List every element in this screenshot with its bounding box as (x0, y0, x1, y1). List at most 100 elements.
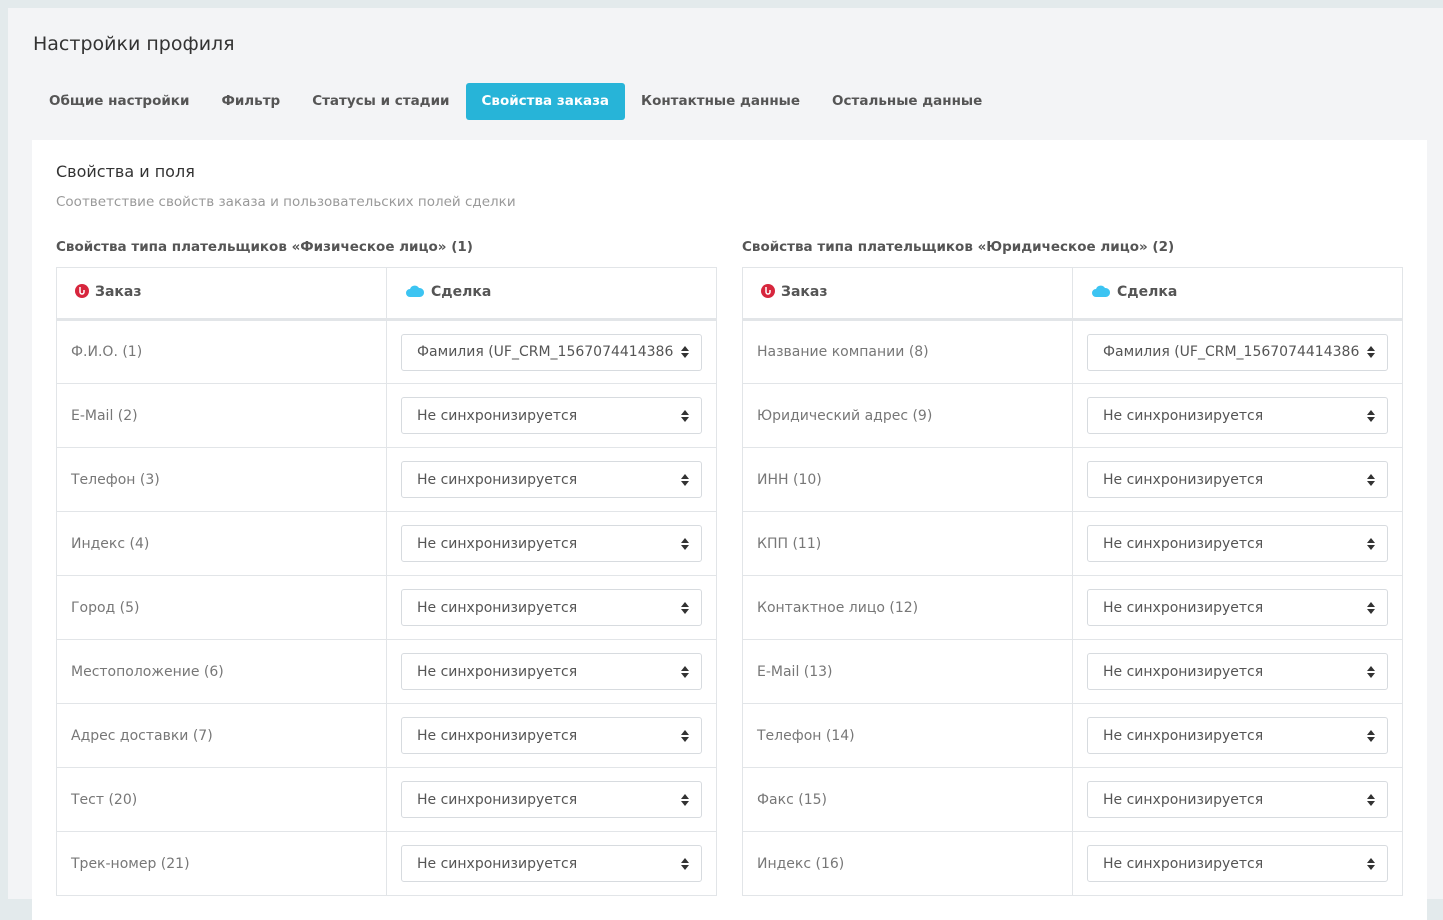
property-name: Контактное лицо (12) (743, 576, 1073, 640)
deal-field-select[interactable]: Не синхронизируется (401, 397, 702, 434)
property-name: Название компании (8) (743, 320, 1073, 384)
tab-4[interactable]: Контактные данные (625, 83, 816, 120)
property-name: Юридический адрес (9) (743, 384, 1073, 448)
table-row: Юридический адрес (9) Не синхронизируетс… (743, 384, 1403, 448)
card-subtitle: Соответствие свойств заказа и пользовате… (56, 194, 516, 210)
deal-field-select[interactable]: Не синхронизируется (401, 845, 702, 882)
sort-arrows-icon (673, 858, 689, 870)
select-value: Не синхронизируется (417, 664, 577, 680)
property-name: Ф.И.О. (1) (57, 320, 387, 384)
bitrix-order-icon (75, 284, 89, 302)
select-value: Не синхронизируется (1103, 600, 1263, 616)
select-value: Не синхронизируется (1103, 536, 1263, 552)
table-row: Телефон (3) Не синхронизируется (57, 448, 717, 512)
deal-field-select[interactable]: Не синхронизируется (401, 717, 702, 754)
table-row: Телефон (14) Не синхронизируется (743, 704, 1403, 768)
sort-arrows-icon (1359, 666, 1375, 678)
deal-field-select[interactable]: Не синхронизируется (1087, 781, 1388, 818)
select-value: Фамилия (UF_CRM_1567074414386) (1103, 344, 1359, 360)
table-row: E-Mail (13) Не синхронизируется (743, 640, 1403, 704)
tab-3[interactable]: Свойства заказа (466, 83, 626, 120)
deal-field-select[interactable]: Не синхронизируется (401, 589, 702, 626)
deal-field-select[interactable]: Не синхронизируется (1087, 397, 1388, 434)
table-row: Местоположение (6) Не синхронизируется (57, 640, 717, 704)
column-deal: Сделка (1073, 268, 1403, 320)
table-row: Контактное лицо (12) Не синхронизируется (743, 576, 1403, 640)
tab-5[interactable]: Остальные данные (816, 83, 998, 120)
column-order-label: Заказ (781, 284, 827, 300)
column-order: Заказ (743, 268, 1073, 320)
deal-field-select[interactable]: Фамилия (UF_CRM_1567074414386) (1087, 334, 1388, 371)
property-name: Телефон (14) (743, 704, 1073, 768)
sort-arrows-icon (1359, 730, 1375, 742)
deal-field-select[interactable]: Не синхронизируется (1087, 461, 1388, 498)
deal-field-select[interactable]: Не синхронизируется (401, 525, 702, 562)
property-name: ИНН (10) (743, 448, 1073, 512)
table-row: КПП (11) Не синхронизируется (743, 512, 1403, 576)
deal-field-select[interactable]: Не синхронизируется (1087, 525, 1388, 562)
deal-field-select[interactable]: Не синхронизируется (1087, 589, 1388, 626)
sort-arrows-icon (1359, 474, 1375, 486)
select-value: Не синхронизируется (417, 408, 577, 424)
deal-field-select[interactable]: Не синхронизируется (1087, 653, 1388, 690)
column-deal-label: Сделка (431, 284, 491, 300)
properties-card: Свойства и поля Соответствие свойств зак… (32, 140, 1427, 920)
select-value: Не синхронизируется (1103, 472, 1263, 488)
sort-arrows-icon (1359, 858, 1375, 870)
column-deal-label: Сделка (1117, 284, 1177, 300)
tab-0[interactable]: Общие настройки (33, 83, 205, 120)
select-value: Не синхронизируется (417, 600, 577, 616)
table-row: Индекс (4) Не синхронизируется (57, 512, 717, 576)
tab-1[interactable]: Фильтр (205, 83, 296, 120)
select-value: Не синхронизируется (1103, 728, 1263, 744)
select-value: Не синхронизируется (1103, 856, 1263, 872)
deal-field-select[interactable]: Фамилия (UF_CRM_1567074414386) (401, 334, 702, 371)
property-name: Телефон (3) (57, 448, 387, 512)
sort-arrows-icon (1359, 346, 1375, 358)
sort-arrows-icon (1359, 794, 1375, 806)
bitrix-order-icon (761, 284, 775, 302)
table-row: Название компании (8) Фамилия (UF_CRM_15… (743, 320, 1403, 384)
select-value: Не синхронизируется (417, 536, 577, 552)
select-value: Не синхронизируется (1103, 408, 1263, 424)
tab-2[interactable]: Статусы и стадии (296, 83, 465, 120)
property-name: E-Mail (2) (57, 384, 387, 448)
property-name: Индекс (16) (743, 832, 1073, 896)
sort-arrows-icon (673, 474, 689, 486)
sort-arrows-icon (673, 410, 689, 422)
deal-field-select[interactable]: Не синхронизируется (1087, 717, 1388, 754)
table-row: ИНН (10) Не синхронизируется (743, 448, 1403, 512)
cloud-icon (1091, 284, 1111, 302)
deal-field-select[interactable]: Не синхронизируется (401, 653, 702, 690)
sort-arrows-icon (673, 730, 689, 742)
table-row: Тест (20) Не синхронизируется (57, 768, 717, 832)
select-value: Не синхронизируется (1103, 792, 1263, 808)
sort-arrows-icon (1359, 410, 1375, 422)
table-row: Город (5) Не синхронизируется (57, 576, 717, 640)
deal-field-select[interactable]: Не синхронизируется (401, 461, 702, 498)
select-value: Фамилия (UF_CRM_1567074414386) (417, 344, 673, 360)
property-name: Индекс (4) (57, 512, 387, 576)
table-row: Трек-номер (21) Не синхронизируется (57, 832, 717, 896)
property-name: Трек-номер (21) (57, 832, 387, 896)
sort-arrows-icon (1359, 602, 1375, 614)
sort-arrows-icon (673, 346, 689, 358)
sort-arrows-icon (673, 602, 689, 614)
deal-field-select[interactable]: Не синхронизируется (1087, 845, 1388, 882)
deal-field-select[interactable]: Не синхронизируется (401, 781, 702, 818)
table-row: Индекс (16) Не синхронизируется (743, 832, 1403, 896)
sort-arrows-icon (673, 794, 689, 806)
column-deal: Сделка (387, 268, 717, 320)
select-value: Не синхронизируется (1103, 664, 1263, 680)
sort-arrows-icon (1359, 538, 1375, 550)
select-value: Не синхронизируется (417, 728, 577, 744)
table-row: Адрес доставки (7) Не синхронизируется (57, 704, 717, 768)
sort-arrows-icon (673, 538, 689, 550)
column-order-label: Заказ (95, 284, 141, 300)
property-name: Адрес доставки (7) (57, 704, 387, 768)
sort-arrows-icon (673, 666, 689, 678)
property-name: Местоположение (6) (57, 640, 387, 704)
mapping-table: Заказ Сделка Ф.И.О. (1) Фамилия (UF_CRM_1… (56, 267, 717, 896)
mapping-table: Заказ Сделка Название компании (8) Фамили… (742, 267, 1403, 896)
